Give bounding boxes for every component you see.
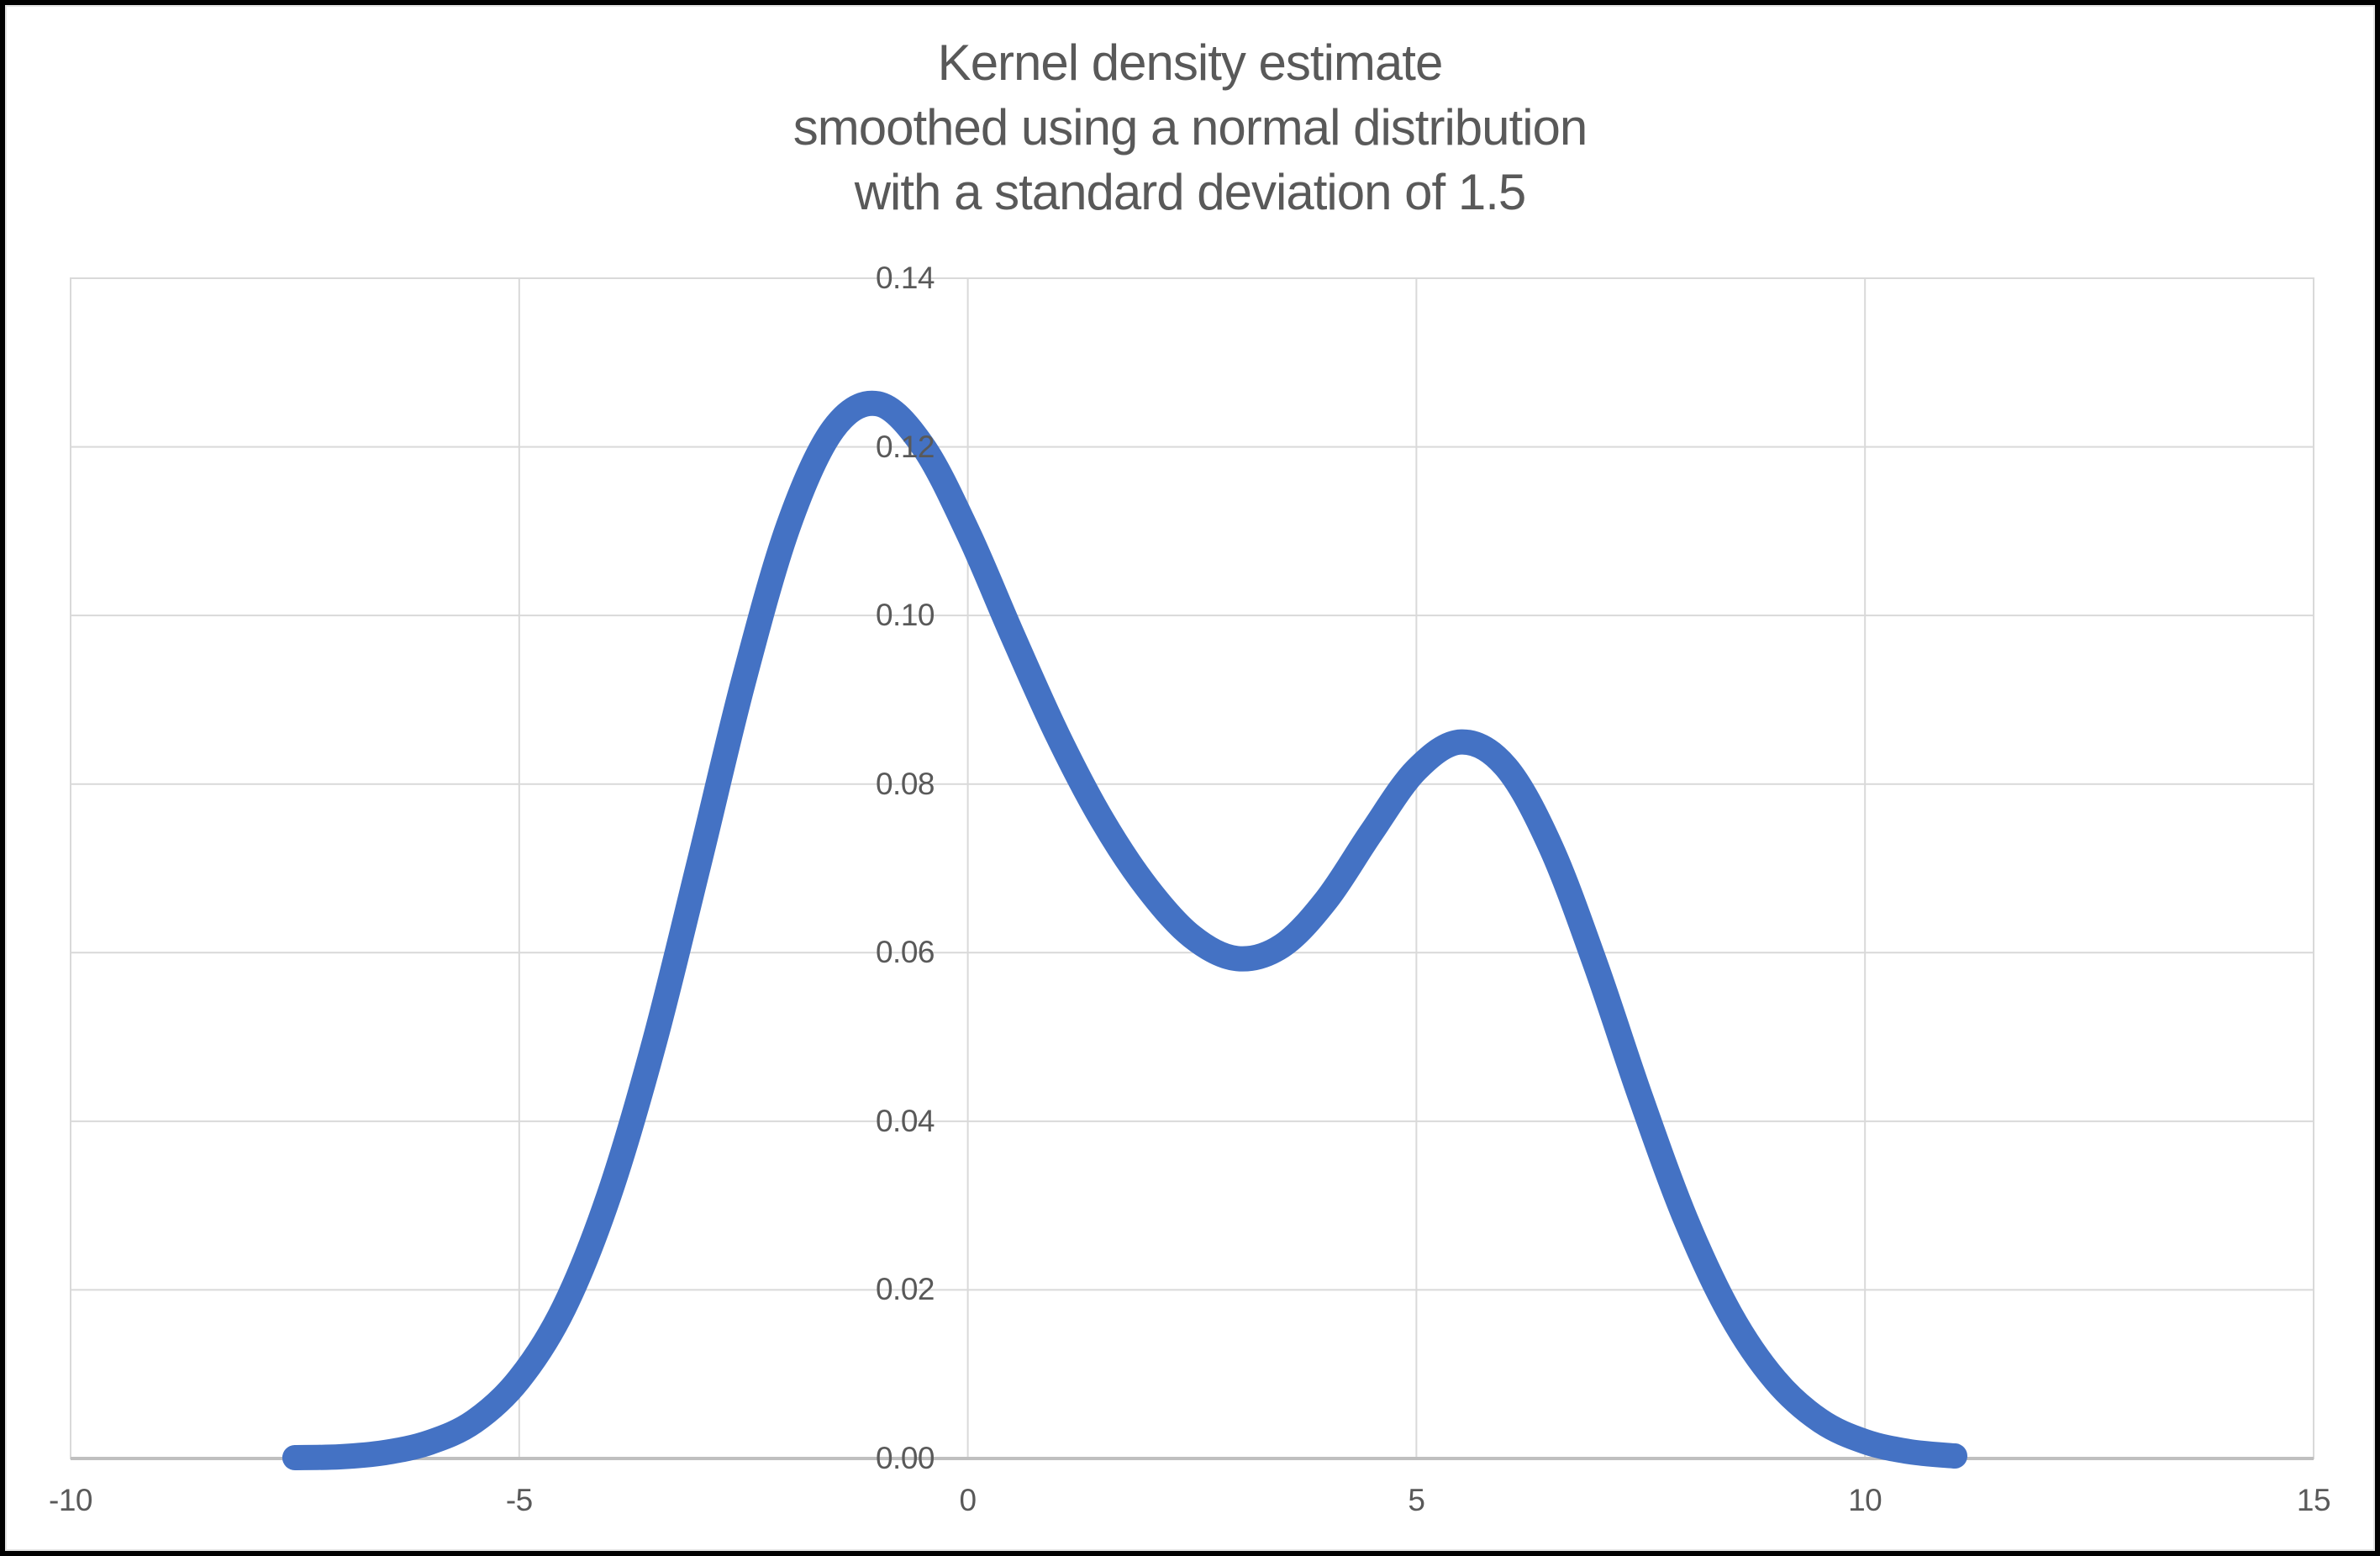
kde-curve (282, 390, 1967, 1470)
chart-title-line-3: with a standard deviation of 1.5 (854, 164, 1527, 220)
chart-title-line-2: smoothed using a normal distribution (792, 99, 1588, 156)
chart-title: Kernel density estimate smoothed using a… (0, 30, 2380, 224)
plot-border (70, 277, 2314, 1459)
chart-title-line-1: Kernel density estimate (937, 34, 1444, 91)
